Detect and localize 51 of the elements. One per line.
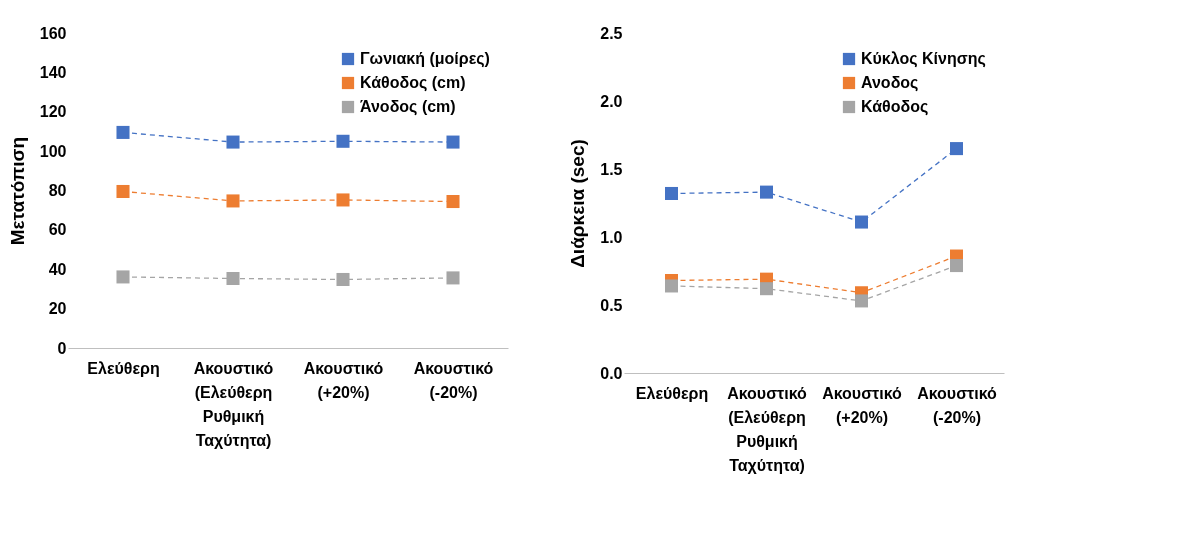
point	[664, 279, 679, 293]
x-tick-label: Ελεύθερη	[87, 359, 160, 377]
y-axis-title: Μετατόπιση	[6, 136, 28, 246]
y-tick-label: 40	[48, 260, 67, 278]
legend-label: Άνοδος (cm)	[360, 98, 456, 116]
point	[759, 185, 774, 199]
point	[664, 186, 679, 200]
point	[226, 271, 240, 286]
legend-label: Γωνιακή (μοίρες)	[360, 50, 490, 68]
y-tick-label: 160	[39, 24, 67, 42]
point	[336, 134, 350, 148]
legend-label: Ανοδος	[861, 74, 919, 92]
legend-label: Κύκλος Κίνησης	[861, 50, 986, 68]
point	[949, 142, 964, 156]
x-tick-label: Ακουστικό (-20%)	[413, 359, 494, 401]
y-tick-label: 60	[48, 221, 67, 239]
point	[116, 270, 130, 284]
y-tick-label: 100	[39, 142, 67, 160]
point	[226, 135, 240, 149]
point	[226, 194, 240, 208]
point	[336, 272, 350, 287]
y-tick-label: 0.5	[600, 296, 623, 314]
y-tick-label: 120	[39, 103, 67, 121]
point	[949, 259, 964, 273]
point	[854, 215, 869, 229]
x-tick-label: Ακουστικό (+20%)	[822, 384, 903, 426]
point	[116, 125, 130, 139]
y-tick-label: 0.0	[600, 364, 623, 382]
y-tick-label: 1.0	[600, 228, 623, 246]
legend-label: Κάθοδος (cm)	[360, 74, 466, 92]
x-tick-label: Ακουστικό (-20%)	[917, 384, 998, 426]
legend-label: Κάθοδος	[861, 98, 929, 116]
point	[759, 282, 774, 296]
y-tick-label: 2.5	[600, 24, 623, 42]
x-tick-label: Ελεύθερη	[635, 384, 709, 402]
y-tick-label: 80	[48, 182, 67, 199]
point	[116, 184, 130, 198]
y-tick-label: 140	[39, 63, 67, 81]
x-tick-label: Ακουστικό (Ελεύθερη Ρυθμική Ταχύτητα)	[193, 359, 274, 449]
y-tick-label: 20	[48, 300, 67, 318]
point	[446, 135, 460, 149]
y-axis-title: Διάρκεια (sec)	[567, 139, 589, 268]
x-tick-label: Ακουστικό (+20%)	[303, 359, 384, 401]
y-tick-label: 0	[57, 339, 67, 357]
point	[336, 193, 350, 207]
y-tick-label: 1.5	[600, 160, 623, 178]
point	[854, 294, 869, 308]
y-tick-label: 2.0	[600, 92, 623, 110]
point	[446, 195, 460, 209]
point	[446, 271, 460, 285]
x-tick-label: Ακουστικό (Ελεύθερη Ρυθμική Ταχύτητα)	[727, 384, 808, 474]
